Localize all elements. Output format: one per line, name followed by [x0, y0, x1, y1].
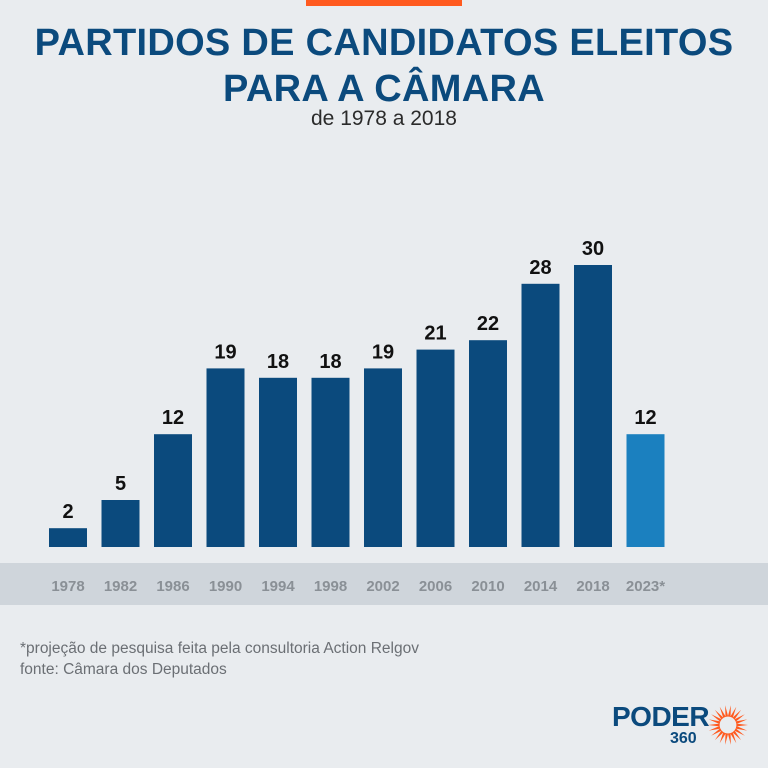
value-label-2023-projection: 12	[634, 407, 656, 429]
bar-1998	[311, 377, 350, 547]
value-label-2014: 28	[529, 257, 551, 279]
bar-1994	[259, 377, 297, 547]
value-label-1978: 2	[62, 501, 73, 523]
x-tick-1994: 1994	[261, 578, 295, 595]
bar-1986	[154, 434, 192, 547]
bar-2014	[521, 283, 560, 547]
bar-2006	[416, 349, 455, 547]
logo-number: 360	[670, 730, 697, 747]
x-tick-2023-projection: 2023*	[626, 578, 665, 595]
x-axis-band	[0, 563, 768, 605]
top-accent-bar	[306, 0, 462, 6]
poder360-logo: PODER 360	[612, 702, 752, 750]
bar-1982	[101, 500, 140, 547]
value-label-2010: 22	[477, 313, 499, 335]
chart-title: PARTIDOS DE CANDIDATOS ELEITOS PARA A CÂM…	[34, 22, 734, 110]
x-tick-1978: 1978	[51, 578, 84, 595]
x-tick-2014: 2014	[524, 578, 558, 595]
value-label-1994: 18	[267, 351, 289, 373]
value-label-1990: 19	[214, 341, 236, 363]
value-label-2018: 30	[582, 238, 604, 260]
bar-2023-projection	[626, 434, 665, 547]
bar-1978	[49, 528, 87, 547]
bar-1990	[206, 368, 245, 547]
source-footnote: fonte: Câmara dos Deputados	[20, 661, 227, 678]
sun-icon	[708, 705, 748, 745]
bar-2018	[574, 265, 612, 547]
x-tick-1986: 1986	[156, 578, 189, 595]
value-label-2006: 21	[424, 323, 446, 345]
bar-2010	[469, 340, 507, 547]
x-tick-1982: 1982	[104, 578, 137, 595]
value-label-1982: 5	[115, 473, 126, 495]
projection-footnote: *projeção de pesquisa feita pela consult…	[20, 640, 419, 657]
x-tick-2018: 2018	[576, 578, 609, 595]
value-label-2002: 19	[372, 341, 394, 363]
chart-subtitle: de 1978 a 2018	[311, 107, 457, 130]
footnotes: *projeção de pesquisa feita pela consult…	[20, 638, 419, 680]
x-tick-2010: 2010	[471, 578, 504, 595]
x-tick-1990: 1990	[209, 578, 242, 595]
value-label-1998: 18	[319, 351, 341, 373]
value-label-1986: 12	[162, 407, 184, 429]
logo-word: PODER	[612, 701, 710, 732]
x-tick-2006: 2006	[419, 578, 452, 595]
x-tick-2002: 2002	[366, 578, 399, 595]
x-tick-1998: 1998	[314, 578, 347, 595]
bar-2002	[364, 368, 402, 547]
